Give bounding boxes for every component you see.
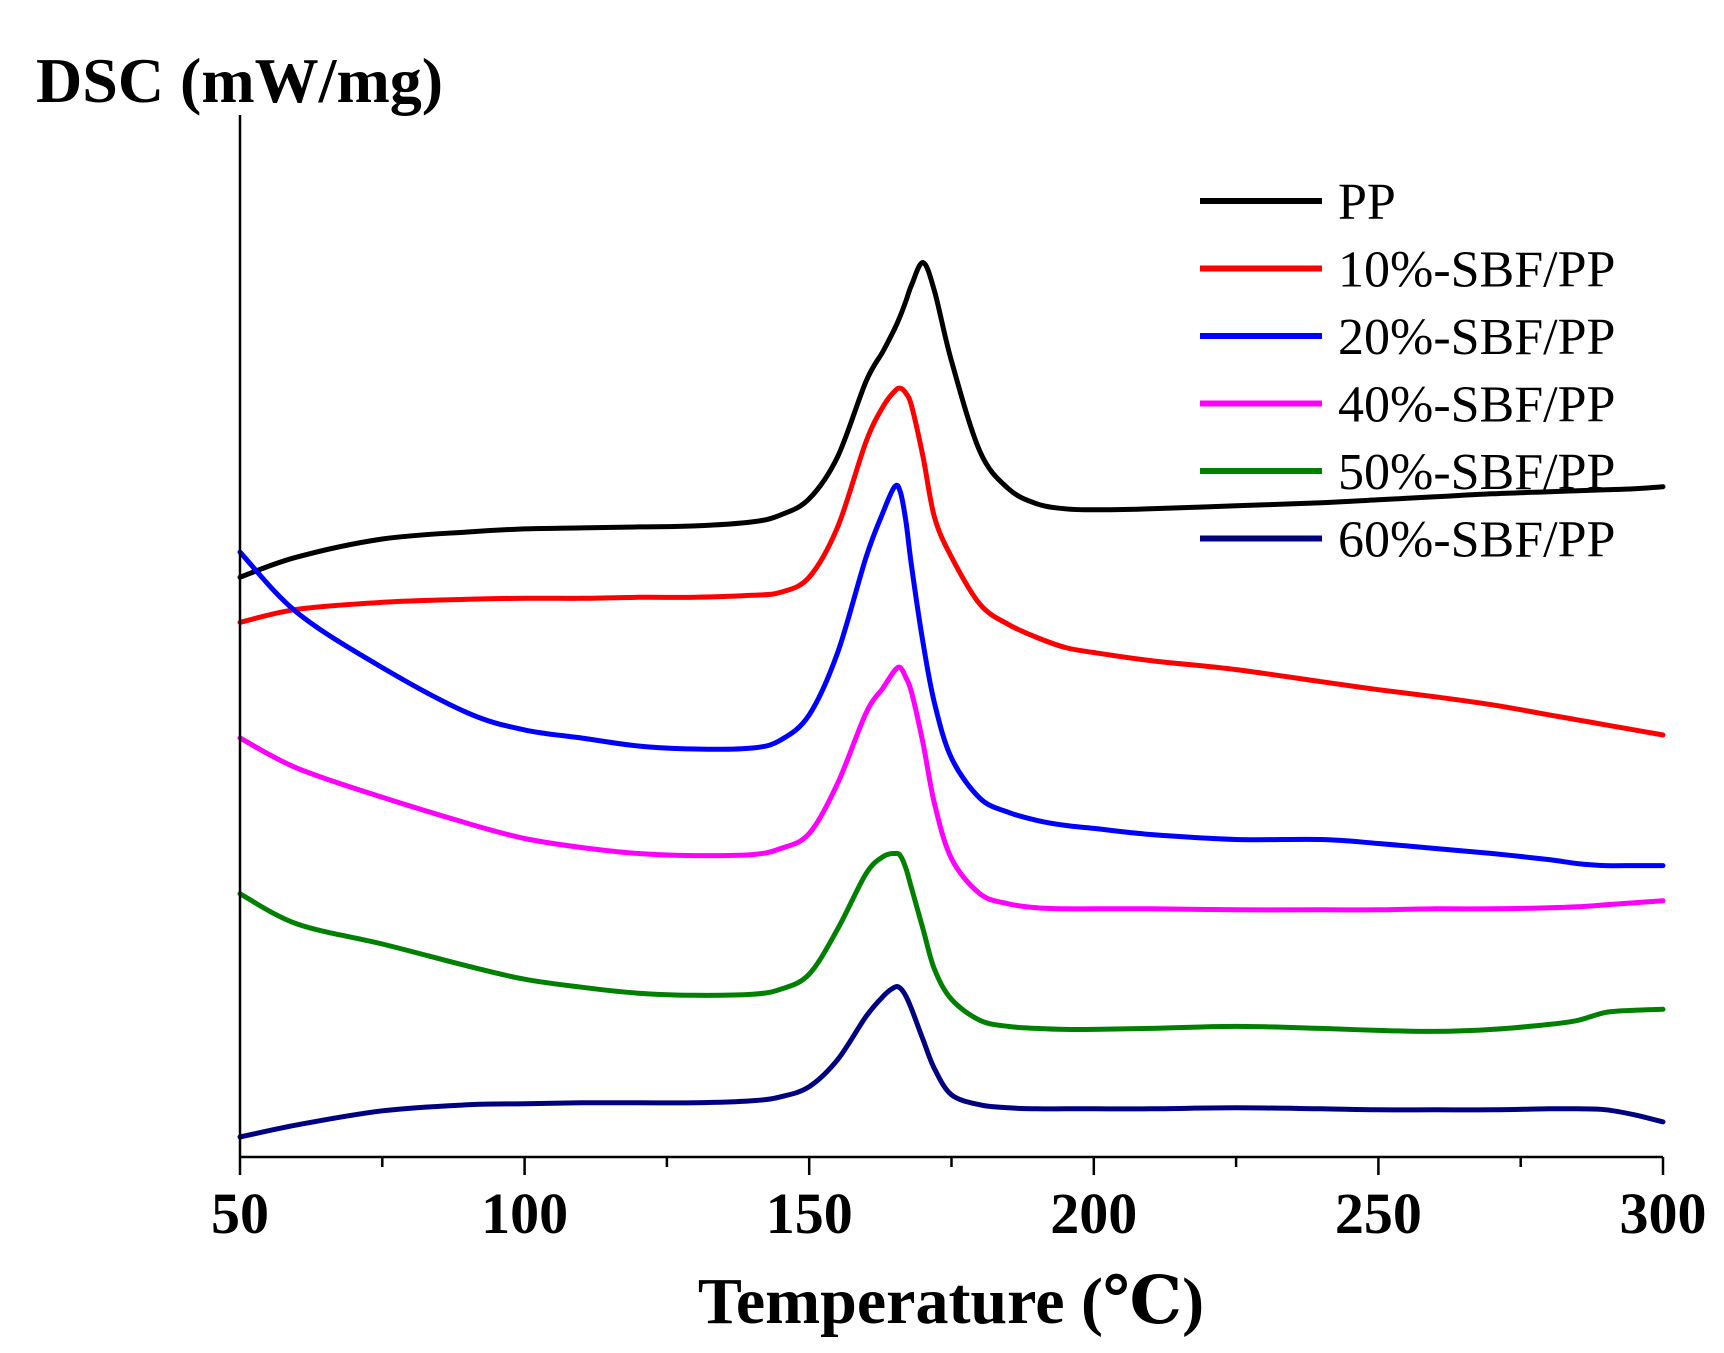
series-layer: [237, 260, 1666, 1140]
x-axis-title: Temperature (℃): [698, 1265, 1204, 1338]
x-ticks: 50 100 150 200 250 300: [211, 1157, 1707, 1246]
y-axis-title: DSC (mW/mg): [36, 45, 443, 116]
series-line-20-sbf-pp: [237, 482, 1666, 869]
series-line-60-sbf-pp: [237, 984, 1666, 1140]
x-tick-label: 150: [766, 1181, 853, 1246]
legend-label: 20%-SBF/PP: [1338, 309, 1615, 366]
legend-label: 40%-SBF/PP: [1338, 377, 1615, 434]
legend-label: 60%-SBF/PP: [1338, 512, 1615, 569]
series-line-50-sbf-pp: [237, 850, 1666, 1034]
series-line-40-sbf-pp: [237, 664, 1666, 913]
legend: PP 10%-SBF/PP 20%-SBF/PP 40%-SBF/PP 50%-SBF/…: [1200, 174, 1615, 569]
x-tick-label: 300: [1620, 1181, 1707, 1246]
legend-label: 50%-SBF/PP: [1338, 444, 1615, 501]
series-line-pp: [237, 260, 1666, 580]
series-line-10-sbf-pp: [237, 385, 1666, 738]
legend-label: 10%-SBF/PP: [1338, 242, 1615, 299]
legend-label: PP: [1338, 174, 1396, 231]
x-tick-label: 250: [1335, 1181, 1422, 1246]
x-tick-label: 50: [211, 1181, 269, 1246]
x-tick-label: 200: [1050, 1181, 1137, 1246]
x-tick-label: 100: [481, 1181, 568, 1246]
